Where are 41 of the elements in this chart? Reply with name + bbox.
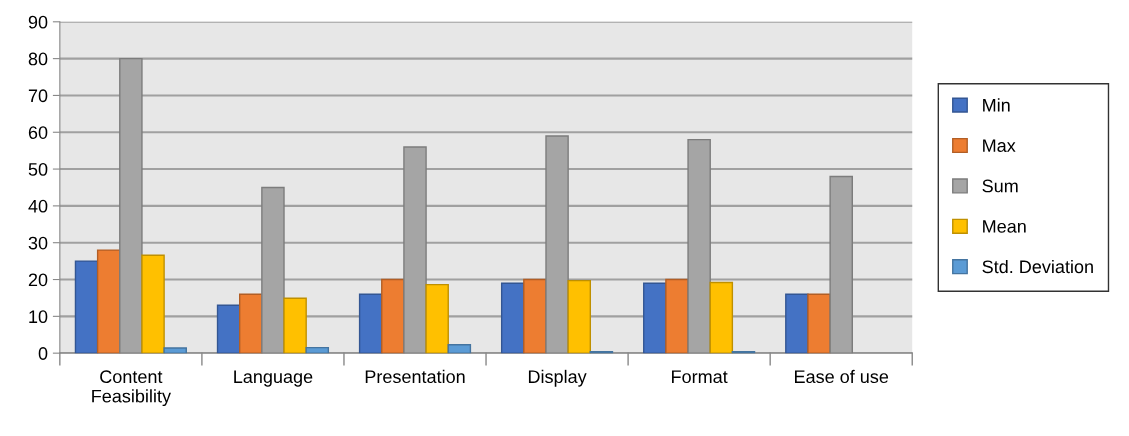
bar bbox=[567, 279, 592, 354]
legend-label: Max bbox=[983, 139, 1016, 152]
bar bbox=[785, 293, 809, 354]
bar bbox=[500, 282, 525, 354]
bar bbox=[709, 281, 734, 354]
bar bbox=[74, 260, 99, 354]
legend-label: Mean bbox=[983, 220, 1026, 233]
bar bbox=[665, 278, 689, 354]
y-tick-label: 90 bbox=[28, 15, 48, 29]
bar bbox=[425, 283, 449, 354]
bar bbox=[238, 293, 263, 354]
y-tick-label: 40 bbox=[28, 199, 48, 213]
y-tick-label: 50 bbox=[28, 163, 48, 176]
bar bbox=[305, 346, 330, 354]
y-tick-label: 20 bbox=[28, 273, 48, 287]
y-tick-label: 10 bbox=[29, 310, 48, 324]
bar bbox=[96, 249, 121, 354]
x-tick-label: Format bbox=[672, 370, 728, 384]
bar bbox=[807, 293, 831, 354]
x-tick-label: Display bbox=[528, 369, 587, 387]
x-tick-label: Content Feasibility bbox=[92, 370, 171, 407]
y-tick-label: 30 bbox=[28, 236, 48, 250]
bar bbox=[643, 282, 667, 354]
y-tick-label: 80 bbox=[28, 52, 48, 66]
legend-label: Min bbox=[983, 98, 1010, 112]
bar bbox=[523, 278, 547, 354]
bar bbox=[447, 343, 472, 354]
y-tick-label: 70 bbox=[28, 89, 48, 103]
legend-label: Sum bbox=[982, 179, 1018, 193]
bar bbox=[381, 278, 405, 354]
bar bbox=[163, 347, 187, 354]
y-tick-label: 0 bbox=[38, 347, 48, 360]
y-tick-label: 60 bbox=[28, 126, 48, 139]
bar bbox=[216, 304, 241, 354]
bar bbox=[141, 254, 165, 354]
legend-label: Std. Deviation bbox=[982, 259, 1093, 274]
x-tick-label: Presentation bbox=[365, 369, 465, 384]
bar bbox=[283, 297, 307, 354]
bar bbox=[358, 293, 383, 354]
x-tick-label: Ease of use bbox=[795, 369, 889, 384]
x-tick-label: Language bbox=[234, 370, 313, 387]
